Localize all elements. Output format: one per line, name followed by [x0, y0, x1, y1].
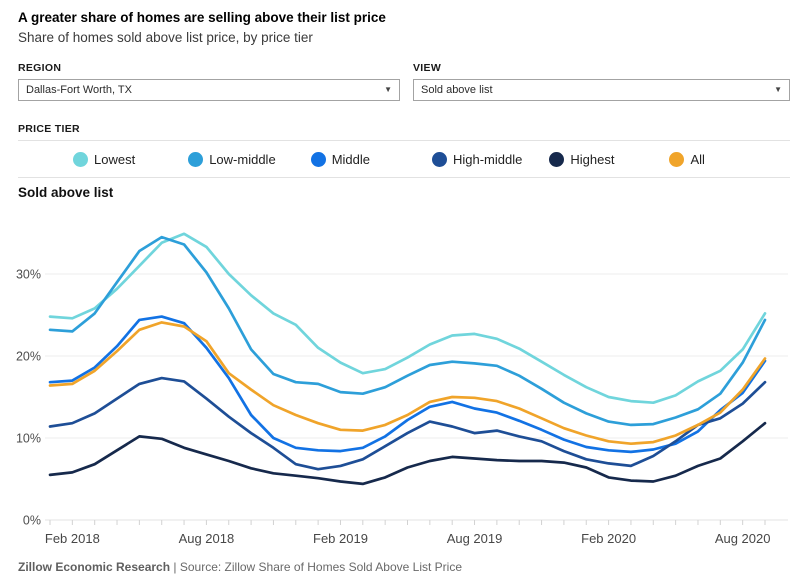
- legend-item-low-middle[interactable]: Low-middle: [188, 151, 276, 167]
- series-line-highest[interactable]: [48, 421, 767, 486]
- highest-color-dot-icon: [549, 151, 565, 167]
- series-line-high-middle[interactable]: [48, 376, 767, 471]
- x-axis-tick-label: Aug 2020: [715, 531, 771, 546]
- series-line-middle[interactable]: [48, 315, 767, 454]
- high-middle-color-dot-icon: [431, 151, 447, 167]
- chart-title: Sold above list: [18, 185, 114, 200]
- all-color-dot-icon: [669, 151, 685, 167]
- legend-item-middle[interactable]: Middle: [310, 151, 370, 167]
- legend-item-all[interactable]: All: [669, 151, 705, 167]
- legend-item-highest[interactable]: Highest: [549, 151, 614, 167]
- lowest-color-dot-icon: [73, 151, 88, 167]
- footer-sep-glyph: |: [173, 560, 177, 574]
- middle-color-dot-icon: [310, 151, 326, 167]
- region-select[interactable]: Dallas-Fort Worth, TX ▼: [18, 79, 400, 101]
- price-tier-label: PRICE TIER: [18, 123, 80, 135]
- view-select[interactable]: Sold above list ▼: [413, 79, 790, 101]
- series-line-all[interactable]: [48, 321, 767, 446]
- legend-item-high-middle[interactable]: High-middle: [431, 151, 522, 167]
- source-attribution: Zillow Economic Research | Source: Zillo…: [18, 560, 462, 574]
- x-axis-tick-label: Feb 2020: [581, 531, 636, 546]
- chevron-down-icon: ▼: [384, 85, 392, 94]
- region-label: REGION: [18, 62, 62, 74]
- view-label: VIEW: [413, 62, 442, 74]
- legend-item-lowest[interactable]: Lowest: [73, 151, 135, 167]
- x-axis-tick-label: Aug 2018: [179, 531, 235, 546]
- page-title: A greater share of homes are selling abo…: [18, 10, 386, 25]
- footer-brand: Zillow Economic Research: [18, 560, 171, 574]
- y-axis-tick-label: 0%: [23, 514, 41, 528]
- y-axis-tick-label: 10%: [16, 432, 41, 446]
- y-axis-tick-label: 20%: [16, 350, 41, 364]
- price-tier-legend: Lowest Low-middle Middle High-middle Hig…: [18, 140, 790, 178]
- footer-source: Source: Zillow Share of Homes Sold Above…: [179, 560, 462, 574]
- view-select-value: Sold above list: [421, 84, 493, 96]
- series-line-low-middle[interactable]: [48, 235, 767, 427]
- x-axis-tick-label: Aug 2019: [447, 531, 503, 546]
- region-select-value: Dallas-Fort Worth, TX: [26, 84, 132, 96]
- page-subtitle: Share of homes sold above list price, by…: [18, 30, 313, 45]
- line-chart[interactable]: 0% 10% 20% 30% Feb 2018 Aug 2018 Feb 2019 Aug 2…: [0, 196, 801, 556]
- y-axis-tick-label: 30%: [16, 268, 41, 282]
- x-axis-tick-label: Feb 2018: [45, 531, 100, 546]
- x-axis-tick-label: Feb 2019: [313, 531, 368, 546]
- chevron-down-icon: ▼: [774, 85, 782, 94]
- low-middle-color-dot-icon: [188, 151, 204, 167]
